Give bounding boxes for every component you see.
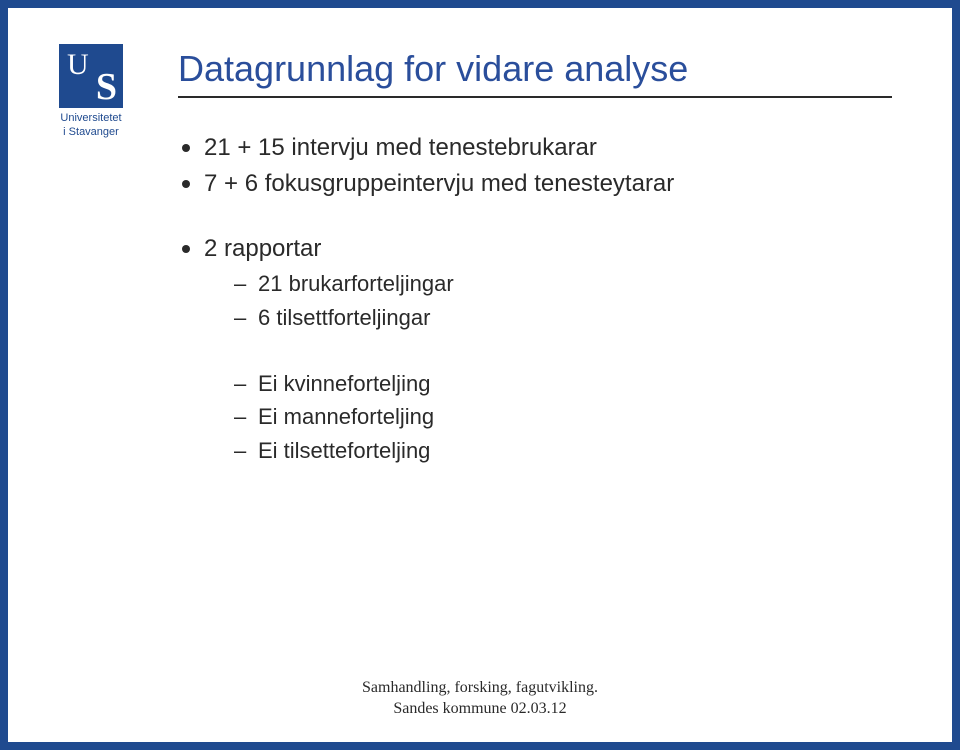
sub-list-item: Ei manneforteljing xyxy=(234,402,892,432)
bullet-list: 21 + 15 intervju med tenestebrukarar 7 +… xyxy=(178,132,892,201)
slide-title: Datagrunnlag for vidare analyse xyxy=(178,48,892,98)
sub-list: Ei kvinneforteljing Ei manneforteljing E… xyxy=(204,369,892,466)
logo-text-line2: i Stavanger xyxy=(26,126,156,140)
footer-line2: Sandes kommune 02.03.12 xyxy=(8,698,952,720)
logo-tile: U S xyxy=(59,44,123,108)
university-logo: U S Universitetet i Stavanger xyxy=(26,44,156,140)
sub-list-item: Ei tilsetteforteljing xyxy=(234,436,892,466)
logo-letter-s: S xyxy=(96,68,117,106)
bullet-list: 2 rapportar 21 brukarforteljingar 6 tils… xyxy=(178,233,892,466)
sub-list-item: 6 tilsettforteljingar xyxy=(234,303,892,333)
sub-list: 21 brukarforteljingar 6 tilsettforteljin… xyxy=(204,269,892,332)
footer-line1: Samhandling, forsking, fagutvikling. xyxy=(8,677,952,699)
list-item: 7 + 6 fokusgruppeintervju med tenesteyta… xyxy=(178,168,892,200)
list-item: 2 rapportar 21 brukarforteljingar 6 tils… xyxy=(178,233,892,466)
sub-item-text: Ei kvinneforteljing xyxy=(258,371,430,396)
slide-footer: Samhandling, forsking, fagutvikling. San… xyxy=(8,677,952,720)
sub-list-item: 21 brukarforteljingar xyxy=(234,269,892,299)
list-item-text: 7 + 6 fokusgruppeintervju med tenesteyta… xyxy=(204,170,674,197)
sub-item-text: 6 tilsettforteljingar xyxy=(258,305,430,330)
slide: U S Universitetet i Stavanger Datagrunnl… xyxy=(8,8,952,742)
sub-item-text: Ei tilsetteforteljing xyxy=(258,438,430,463)
sub-item-text: Ei manneforteljing xyxy=(258,404,434,429)
sub-item-text: 21 brukarforteljingar xyxy=(258,271,454,296)
sub-list-item: Ei kvinneforteljing xyxy=(234,369,892,399)
list-item: 21 + 15 intervju med tenestebrukarar xyxy=(178,132,892,164)
list-item-text: 21 + 15 intervju med tenestebrukarar xyxy=(204,134,597,161)
slide-content: 21 + 15 intervju med tenestebrukarar 7 +… xyxy=(178,132,892,466)
logo-letter-u: U xyxy=(67,50,89,80)
list-item-text: 2 rapportar xyxy=(204,235,321,262)
logo-text-line1: Universitetet xyxy=(26,112,156,126)
